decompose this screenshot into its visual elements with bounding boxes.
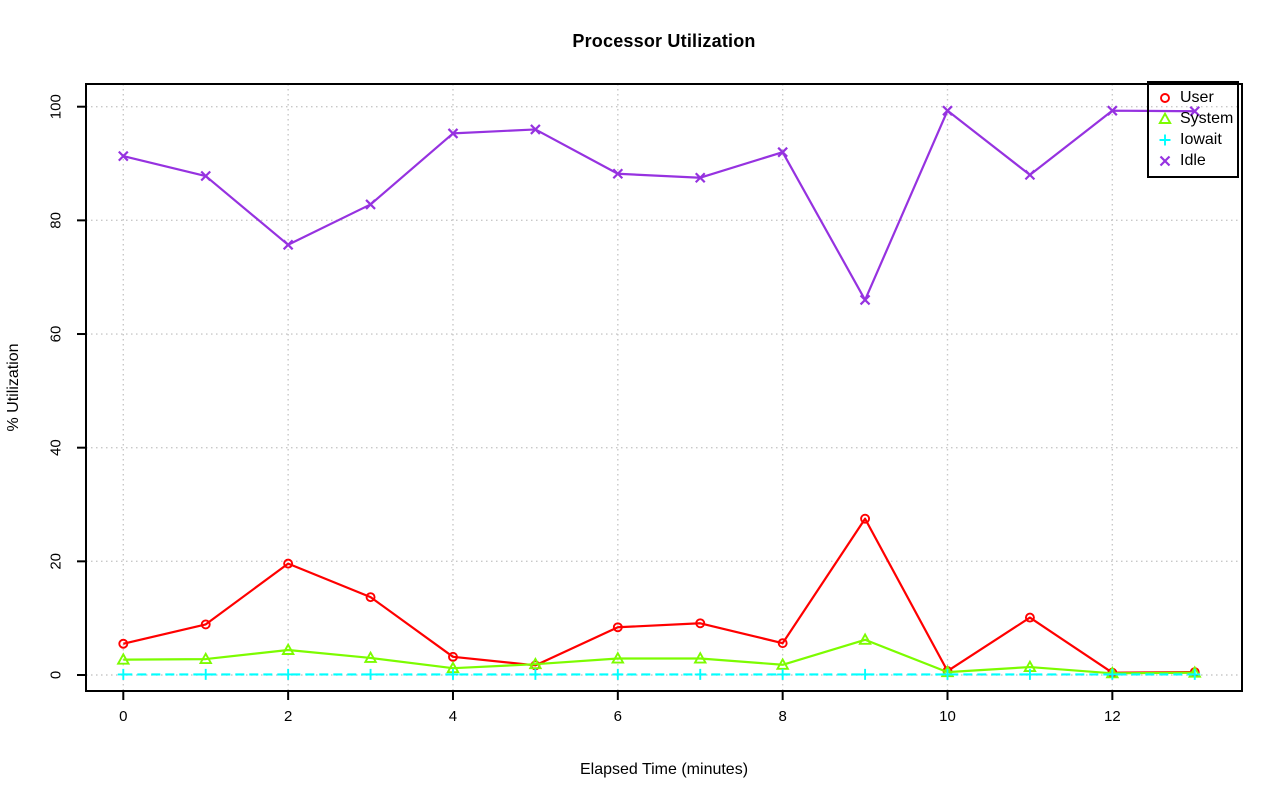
plot-border — [85, 83, 1243, 692]
circle-legend-icon — [1160, 93, 1170, 103]
triangle-marker — [528, 656, 543, 670]
legend-item-user: User — [1154, 88, 1237, 109]
x-marker — [1159, 155, 1171, 167]
plus-marker — [365, 668, 377, 680]
triangle-legend-icon — [1158, 111, 1172, 124]
circle-marker — [200, 619, 211, 630]
plus-marker — [1106, 668, 1118, 680]
plus-marker — [1189, 668, 1201, 680]
x-tick-label: 10 — [939, 708, 956, 725]
x-marker — [1024, 169, 1036, 181]
series-iowait — [117, 668, 1201, 680]
axis-ticks — [77, 105, 1114, 700]
circle-marker — [118, 638, 129, 649]
x-legend-icon — [1159, 155, 1171, 167]
circle-marker — [860, 513, 871, 524]
x-marker — [282, 239, 294, 251]
triangle-marker — [281, 642, 295, 655]
legend-item-system: System — [1154, 109, 1237, 130]
x-marker — [777, 146, 788, 158]
triangle-marker — [858, 632, 872, 645]
plus-marker — [859, 668, 871, 680]
x-tick-label: 2 — [284, 708, 292, 725]
series-user — [118, 513, 1200, 678]
circle-marker — [695, 618, 706, 629]
legend-item-idle: Idle — [1154, 151, 1237, 172]
x-axis-label: Elapsed Time (minutes) — [579, 761, 749, 778]
legend-label: Idle — [1180, 152, 1206, 169]
legend-box: User System Iowait Idle — [1147, 81, 1239, 178]
x-tick-label: 8 — [778, 708, 786, 725]
legend-item-iowait: Iowait — [1154, 130, 1237, 151]
plus-marker — [117, 668, 129, 680]
x-marker — [530, 124, 541, 135]
triangle-marker — [775, 657, 790, 670]
y-tick-label: 60 — [48, 326, 65, 343]
circle-marker — [1024, 612, 1035, 623]
series-line — [123, 517, 1195, 674]
triangle-marker — [693, 651, 708, 664]
circle-marker — [283, 558, 294, 569]
x-marker — [200, 170, 211, 182]
y-tick-label: 0 — [48, 671, 65, 679]
triangle-marker — [116, 652, 131, 665]
series-idle — [118, 105, 1201, 306]
plus-marker — [942, 668, 953, 680]
x-tick-label: 4 — [449, 708, 457, 725]
circle-marker — [1160, 93, 1170, 103]
x-marker — [447, 128, 459, 139]
data-series — [116, 105, 1202, 680]
legend-label: Iowait — [1180, 131, 1222, 148]
circle-marker — [612, 622, 623, 633]
plus-marker — [529, 668, 541, 680]
x-tick-label: 0 — [119, 708, 127, 725]
x-tick-label: 6 — [614, 708, 622, 725]
y-axis-label: % Utilization — [5, 343, 22, 431]
circle-marker — [777, 638, 788, 649]
y-tick-label: 20 — [48, 553, 65, 570]
circle-marker — [365, 592, 376, 603]
plus-marker — [777, 668, 789, 680]
triangle-marker — [198, 651, 213, 665]
legend-label: User — [1180, 89, 1214, 106]
y-tick-label: 40 — [48, 439, 65, 456]
x-marker — [612, 168, 624, 180]
plus-marker — [200, 668, 212, 680]
x-marker — [1189, 105, 1201, 117]
x-marker — [859, 294, 871, 306]
y-tick-label: 80 — [48, 212, 65, 229]
plus-marker — [1159, 134, 1171, 146]
x-marker — [365, 199, 376, 210]
plus-marker — [612, 668, 624, 680]
plus-legend-icon — [1159, 134, 1171, 146]
plus-marker — [447, 668, 459, 680]
x-marker — [1107, 105, 1118, 116]
series-system — [116, 632, 1202, 679]
triangle-marker — [611, 651, 625, 664]
plus-marker — [694, 668, 706, 680]
grid-lines — [86, 84, 1242, 691]
triangle-marker — [363, 650, 378, 663]
axis-tick-labels: 0 2 4 6 8 10 12 0 20 40 60 80 100 — [48, 94, 1121, 725]
plus-marker — [282, 668, 294, 680]
x-marker — [694, 172, 706, 184]
legend-label: System — [1180, 110, 1234, 127]
x-tick-label: 12 — [1104, 708, 1121, 725]
x-marker — [942, 105, 953, 116]
triangle-marker — [1158, 111, 1172, 124]
series-line — [123, 109, 1195, 302]
series-line — [123, 638, 1195, 675]
plus-marker — [1024, 668, 1036, 680]
chart-title: Processor Utilization — [572, 31, 756, 51]
x-marker — [118, 150, 129, 162]
circle-marker — [448, 651, 458, 662]
y-tick-label: 100 — [48, 94, 65, 119]
